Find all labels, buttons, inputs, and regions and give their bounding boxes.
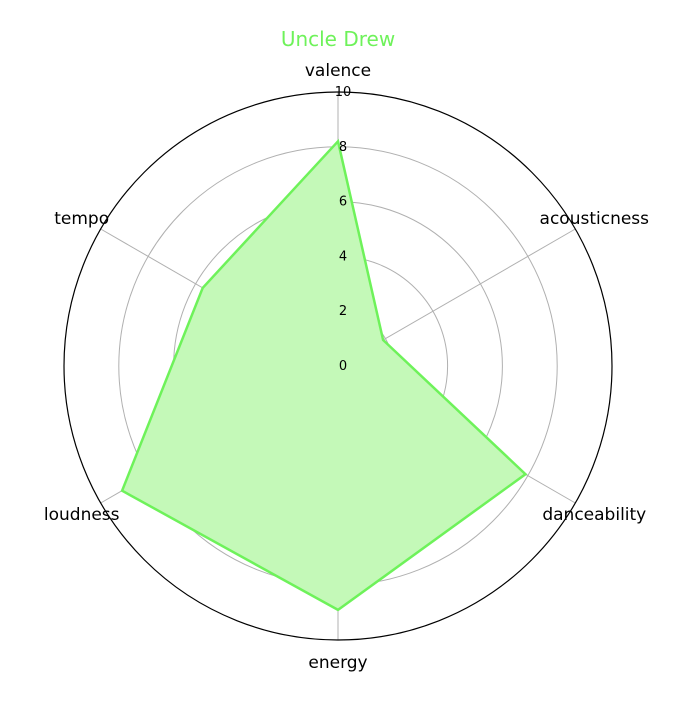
axis-label-danceability: danceability [542,505,646,525]
tick-label-4: 4 [339,249,347,264]
tick-label-2: 2 [339,304,347,319]
axis-label-loudness: loudness [44,505,120,525]
axis-label-acousticness: acousticness [540,209,650,229]
tick-label-6: 6 [339,195,347,210]
axis-labels: valence acousticness danceability energy lou… [44,61,649,673]
tick-label-10: 10 [335,85,352,100]
axis-label-tempo: tempo [54,209,109,229]
radar-series [120,138,528,612]
chart-title: Uncle Drew [281,27,395,51]
outer-frame [63,91,613,641]
axis-label-valence: valence [305,61,371,81]
tick-label-0: 0 [339,359,347,374]
radial-tick-labels: 0 2 4 6 8 10 [335,85,352,374]
tick-label-8: 8 [339,140,347,155]
axis-label-energy: energy [308,653,367,673]
